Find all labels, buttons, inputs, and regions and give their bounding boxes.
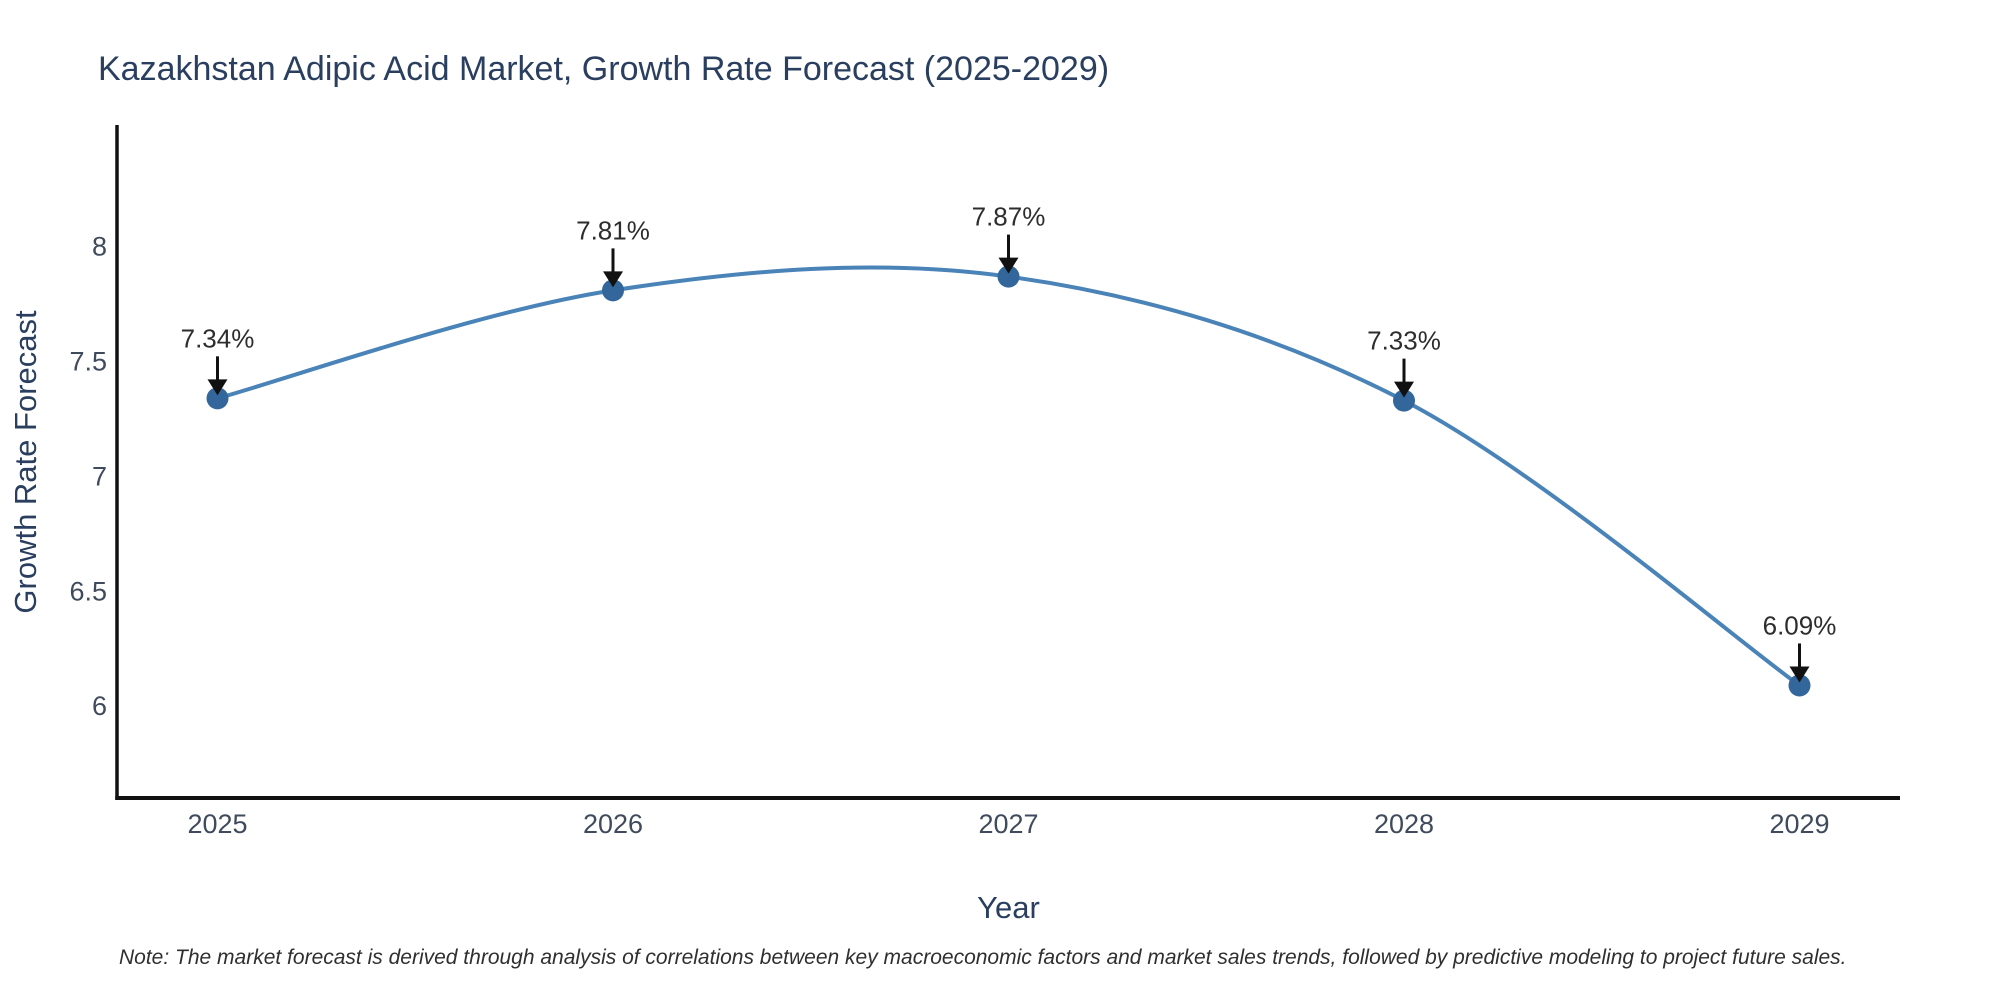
data-point-marker[interactable] xyxy=(602,279,624,302)
data-point-marker[interactable] xyxy=(997,265,1020,288)
x-tick-label: 2026 xyxy=(583,809,643,839)
markers-layer xyxy=(206,265,1811,697)
annotation-arrowhead xyxy=(603,271,623,288)
x-tick-label: 2028 xyxy=(1374,809,1434,839)
annotation-arrowhead xyxy=(1789,666,1810,683)
annotation-arrowhead xyxy=(998,257,1019,274)
annotation-label: 6.09% xyxy=(1763,610,1837,640)
forecast-line xyxy=(215,265,1802,688)
data-point-marker[interactable] xyxy=(206,387,229,410)
annotation-label: 7.34% xyxy=(181,323,255,353)
chart-title: Kazakhstan Adipic Acid Market, Growth Ra… xyxy=(98,50,1109,88)
y-tick-label: 8 xyxy=(92,232,107,262)
footnote: Note: The market forecast is derived thr… xyxy=(119,946,1847,969)
data-point-marker[interactable] xyxy=(1393,389,1415,412)
annotation-label: 7.33% xyxy=(1367,326,1441,356)
annotation-arrowhead xyxy=(1394,381,1414,398)
y-axis-title: Growth Rate Forecast xyxy=(8,310,43,614)
y-tick-label: 7.5 xyxy=(69,347,107,377)
tick-labels-layer: 6 6.5 7 7.5 8 2025 2026 2027 2028 2029 xyxy=(69,232,1829,839)
x-tick-label: 2027 xyxy=(978,809,1038,839)
annotation-label: 7.81% xyxy=(576,215,650,245)
annotation-arrowhead xyxy=(207,379,228,396)
y-tick-label: 6.5 xyxy=(69,576,107,606)
y-tick-label: 7 xyxy=(92,461,107,491)
annotations-layer: 7.34% 7.81% 7.87% 7.33% 6.09% xyxy=(181,202,1837,683)
y-tick-label: 6 xyxy=(92,691,107,721)
x-tick-label: 2025 xyxy=(187,809,247,839)
x-axis-title: Year xyxy=(977,890,1040,925)
data-point-marker[interactable] xyxy=(1788,674,1811,697)
annotation-label: 7.87% xyxy=(972,202,1046,232)
x-tick-label: 2029 xyxy=(1769,809,1829,839)
